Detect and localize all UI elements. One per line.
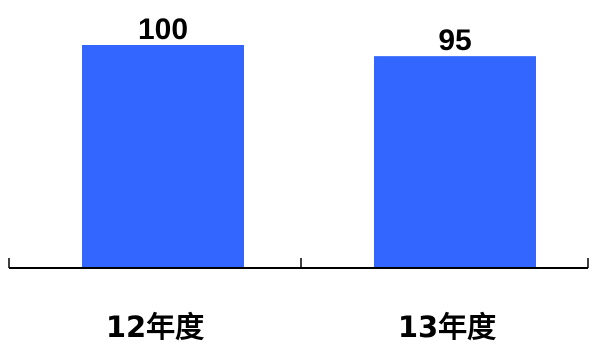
category-labels-group: 12年度 13年度 (106, 310, 496, 344)
data-labels-group: 100 95 (138, 13, 472, 57)
x-axis-ticks (8, 258, 589, 268)
bar-2 (374, 56, 536, 269)
category-label-1: 12年度 (106, 310, 204, 344)
category-label-2: 13年度 (398, 310, 496, 344)
bar-1 (82, 45, 244, 268)
data-label-1: 100 (138, 13, 188, 46)
bars-group (82, 45, 536, 269)
data-label-2: 95 (438, 24, 471, 57)
